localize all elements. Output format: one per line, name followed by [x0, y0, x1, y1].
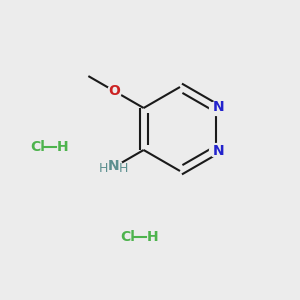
Text: Cl: Cl	[30, 140, 45, 154]
Text: N: N	[213, 100, 225, 114]
Text: N: N	[213, 144, 225, 158]
Text: O: O	[108, 84, 120, 98]
Text: H: H	[57, 140, 69, 154]
Text: N: N	[108, 159, 120, 173]
Text: H: H	[147, 230, 159, 244]
Text: Cl: Cl	[120, 230, 135, 244]
Text: H: H	[99, 162, 108, 175]
Text: H: H	[119, 162, 128, 175]
